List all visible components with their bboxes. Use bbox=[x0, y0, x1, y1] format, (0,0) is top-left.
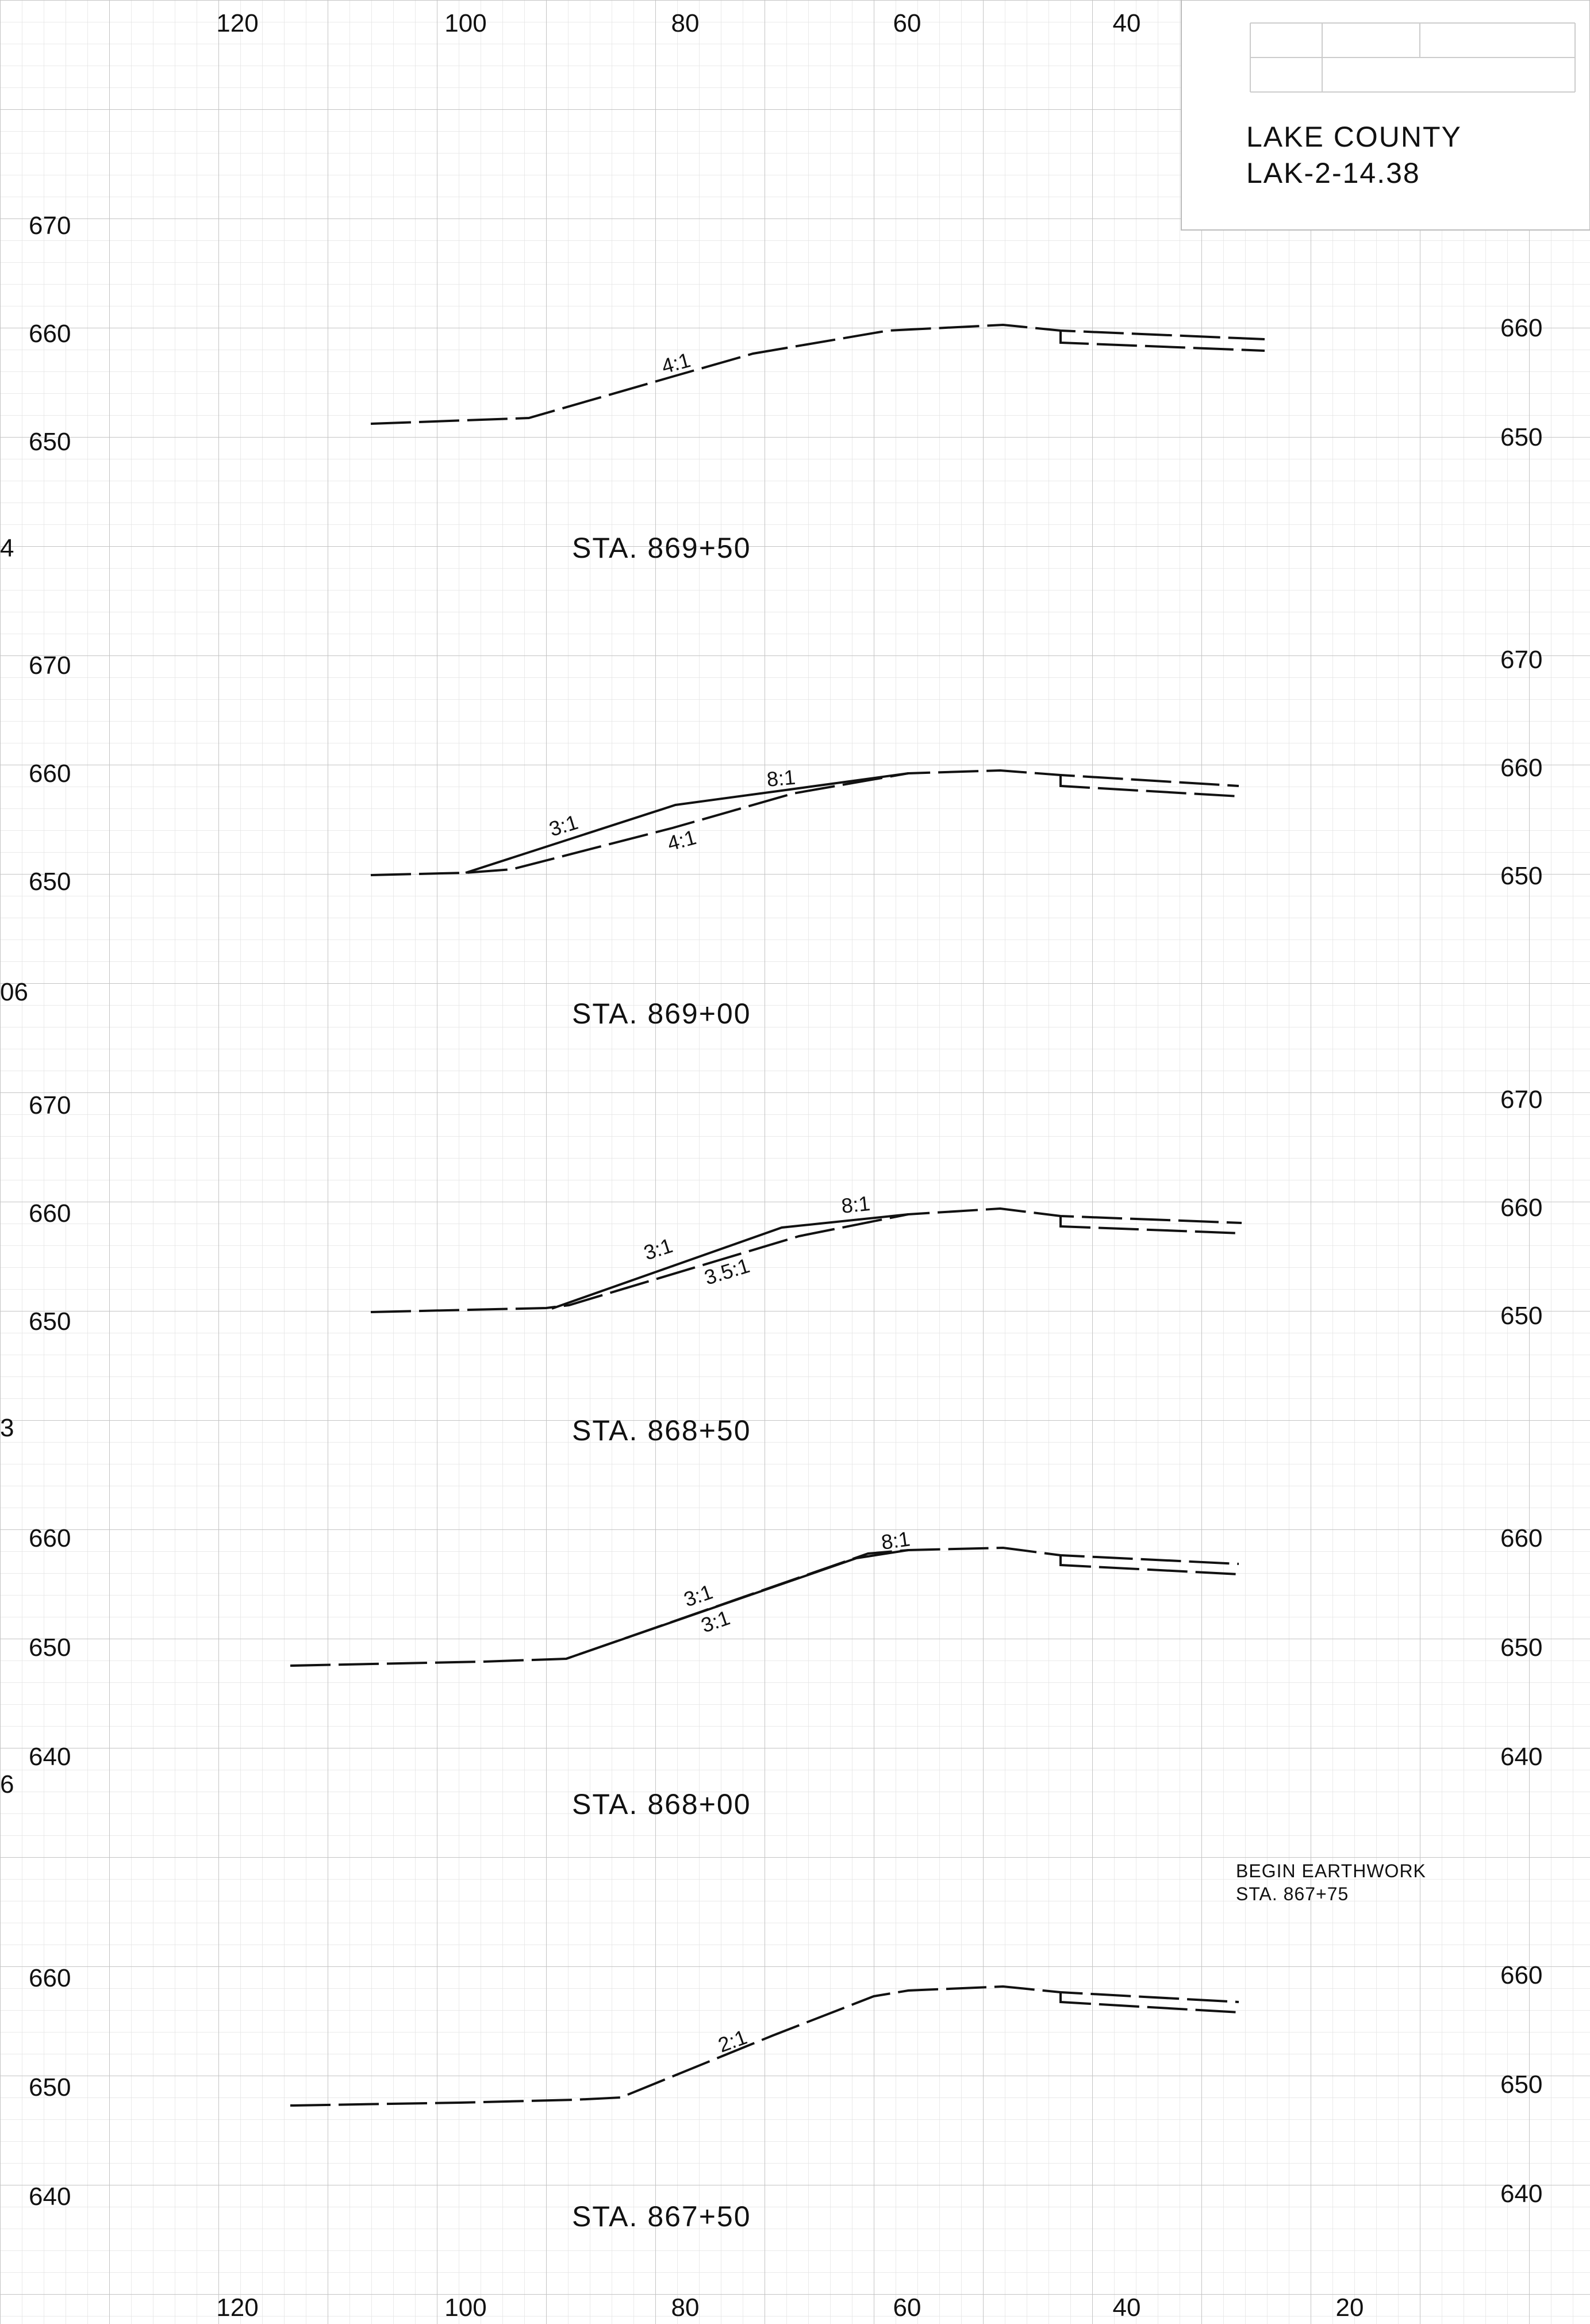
elevation-label: 670 bbox=[1500, 1086, 1542, 1114]
existing-ground-line bbox=[370, 769, 1239, 876]
earthwork-note: BEGIN EARTHWORK STA. 867+75 bbox=[1236, 1861, 1426, 1904]
elevation-label: 650 bbox=[1500, 423, 1542, 451]
elevation-label: 640 bbox=[29, 1743, 71, 1771]
existing-ground-line bbox=[1059, 331, 1265, 352]
elevation-label: 660 bbox=[1500, 1194, 1542, 1222]
county-label: LAKE COUNTY bbox=[1246, 121, 1462, 153]
note-line: BEGIN EARTHWORK bbox=[1236, 1861, 1426, 1881]
margin-fragment: 6 bbox=[0, 1770, 14, 1798]
station-label: STA. 868+00 bbox=[572, 1788, 751, 1820]
elevation-label: 640 bbox=[1500, 2180, 1542, 2208]
station-label: STA. 869+00 bbox=[572, 998, 751, 1030]
elevation-label: 670 bbox=[29, 651, 71, 680]
elevation-label: 650 bbox=[1500, 862, 1542, 890]
existing-ground-line bbox=[1059, 1992, 1239, 2014]
offset-tick-label: 20 bbox=[1336, 2294, 1364, 2322]
offset-axis-bottom: 120 100 80 60 40 20 bbox=[216, 2294, 1364, 2322]
elevation-label: 650 bbox=[29, 428, 71, 456]
elevation-label: 650 bbox=[1500, 1302, 1542, 1330]
proposed-grade-line bbox=[566, 1549, 909, 1660]
offset-tick-label: 80 bbox=[671, 2294, 700, 2322]
elevation-label: 660 bbox=[29, 1199, 71, 1228]
offset-tick-label: 100 bbox=[444, 9, 486, 37]
elevation-label: 650 bbox=[29, 1633, 71, 1662]
offset-axis-top: 120 100 80 60 40 bbox=[216, 9, 1140, 37]
section-sta-869-00: 670 660 650 670 660 650 8:1 3:1 4:1 STA.… bbox=[29, 646, 1542, 1030]
slope-label: 8:1 bbox=[840, 1191, 871, 1218]
margin-fragment: 4 bbox=[0, 534, 14, 562]
existing-ground-line bbox=[1059, 1555, 1239, 1575]
offset-tick-label: 100 bbox=[444, 2294, 486, 2322]
elevation-label: 650 bbox=[1500, 1633, 1542, 1662]
elevation-label: 660 bbox=[1500, 1961, 1542, 1989]
elevation-label: 660 bbox=[1500, 1524, 1542, 1552]
elevation-label: 650 bbox=[1500, 2070, 1542, 2099]
elevation-label: 660 bbox=[29, 760, 71, 788]
elevation-label: 660 bbox=[29, 1524, 71, 1552]
offset-tick-label: 60 bbox=[893, 9, 921, 37]
existing-ground-line bbox=[370, 323, 1265, 425]
note-line: STA. 867+75 bbox=[1236, 1884, 1349, 1904]
elevation-label: 660 bbox=[1500, 314, 1542, 342]
elevation-label: 660 bbox=[29, 320, 71, 348]
elevation-label: 670 bbox=[29, 212, 71, 240]
elevation-label: 670 bbox=[1500, 646, 1542, 674]
existing-ground-line bbox=[1059, 775, 1239, 797]
offset-tick-label: 120 bbox=[216, 9, 258, 37]
elevation-label: 660 bbox=[29, 1964, 71, 1992]
elevation-label: 640 bbox=[29, 2183, 71, 2211]
proposed-grade-line bbox=[551, 1213, 909, 1310]
station-label: STA. 869+50 bbox=[572, 532, 751, 564]
station-label: STA. 867+50 bbox=[572, 2200, 751, 2233]
offset-tick-label: 80 bbox=[671, 9, 700, 37]
existing-ground-line bbox=[370, 1207, 1242, 1313]
elevation-label: 670 bbox=[29, 1091, 71, 1119]
slope-label: 8:1 bbox=[880, 1527, 911, 1554]
elevation-label: 650 bbox=[29, 868, 71, 896]
existing-ground-line bbox=[290, 1546, 1239, 1667]
existing-ground-line bbox=[1059, 1216, 1242, 1234]
margin-fragment: 3 bbox=[0, 1414, 14, 1442]
section-sta-868-50: 670 660 650 670 660 650 8:1 3:1 3.5:1 ST… bbox=[29, 1086, 1542, 1447]
elevation-label: 660 bbox=[1500, 754, 1542, 782]
offset-tick-label: 120 bbox=[216, 2294, 258, 2322]
section-sta-867-50: 660 650 640 660 650 640 2:1 STA. 867+50 bbox=[29, 1961, 1542, 2233]
title-block: LAKE COUNTY LAK-2-14.38 bbox=[1181, 0, 1590, 231]
elevation-label: 650 bbox=[29, 1307, 71, 1336]
elevation-label: 640 bbox=[1500, 1743, 1542, 1771]
offset-tick-label: 40 bbox=[1113, 2294, 1141, 2322]
station-label: STA. 868+50 bbox=[572, 1414, 751, 1447]
project-label: LAK-2-14.38 bbox=[1246, 157, 1420, 189]
elevation-label: 650 bbox=[29, 2073, 71, 2101]
margin-fragment: 06 bbox=[0, 978, 28, 1006]
existing-ground-line bbox=[290, 1985, 1239, 2107]
slope-label: 8:1 bbox=[766, 765, 796, 791]
offset-tick-label: 60 bbox=[893, 2294, 921, 2322]
proposed-grade-line bbox=[465, 772, 909, 874]
offset-tick-label: 40 bbox=[1113, 9, 1141, 37]
